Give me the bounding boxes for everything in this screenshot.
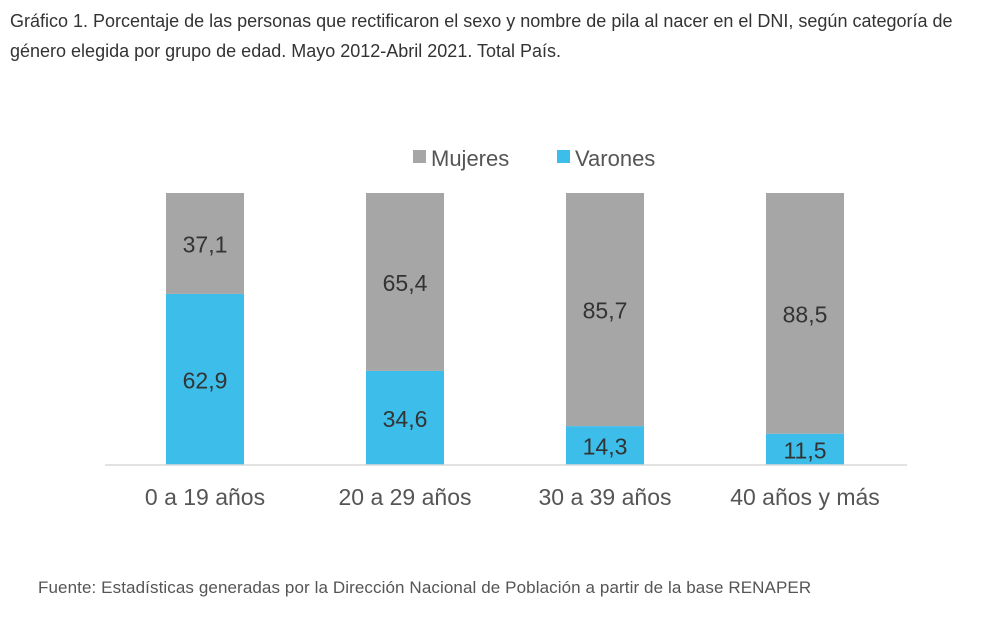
bar-mujeres-40-anos-y-mas [766,193,844,434]
legend-label-mujeres: Mujeres [431,146,509,171]
x-tick-label-40-anos-y-mas: 40 años y más [730,484,880,510]
data-label-varones-30-a-39-anos: 14,3 [583,434,628,460]
data-label-mujeres-40-anos-y-mas: 88,5 [783,301,828,327]
legend-label-varones: Varones [575,146,655,171]
data-label-mujeres-30-a-39-anos: 85,7 [583,298,628,324]
bars: 62,9 37,1 34,6 65,4 14,3 85,7 11,5 88,5 [166,193,844,465]
data-label-varones-20-a-29-anos: 34,6 [383,406,428,432]
legend-swatch-mujeres [413,150,426,163]
stacked-bar-chart: Mujeres Varones 62,9 37,1 34,6 65,4 14,3 85,7… [105,146,907,510]
x-tick-label-0-a-19-anos: 0 a 19 años [145,484,265,510]
x-axis-labels: 0 a 19 años 20 a 29 años 30 a 39 años 40 añ… [145,484,880,510]
bar-varones-40-anos-y-mas [766,433,844,465]
bar-mujeres-20-a-29-anos [366,193,444,371]
chart-title: Gráfico 1. Porcentaje de las personas qu… [10,11,953,61]
x-tick-label-20-a-29-anos: 20 a 29 años [338,484,471,510]
legend: Mujeres Varones [413,146,655,171]
x-tick-label-30-a-39-anos: 30 a 39 años [538,484,671,510]
data-label-varones-0-a-19-anos: 62,9 [183,367,228,393]
bar-varones-20-a-29-anos [366,370,444,465]
source-note: Fuente: Estadísticas generadas por la Di… [38,578,812,597]
bar-varones-30-a-39-anos [566,426,644,465]
bar-mujeres-30-a-39-anos [566,193,644,427]
data-label-mujeres-20-a-29-anos: 65,4 [383,270,428,296]
legend-swatch-varones [557,150,570,163]
bar-varones-0-a-19-anos [166,293,244,465]
data-label-mujeres-0-a-19-anos: 37,1 [183,231,228,257]
data-label-varones-40-anos-y-mas: 11,5 [783,437,826,463]
bar-mujeres-0-a-19-anos [166,193,244,294]
